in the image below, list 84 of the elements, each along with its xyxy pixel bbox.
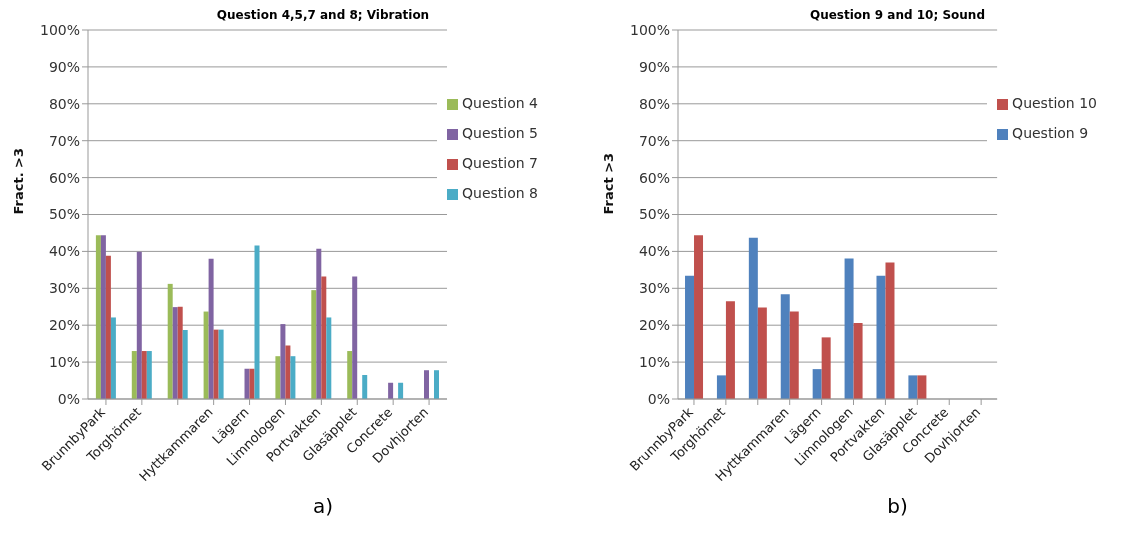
y-tick-label: 90% bbox=[638, 58, 670, 75]
bar bbox=[172, 307, 178, 399]
bar bbox=[177, 306, 183, 399]
bar bbox=[285, 345, 291, 399]
bar bbox=[105, 255, 111, 399]
legend-label: Question 7 bbox=[462, 155, 538, 171]
bar bbox=[326, 317, 332, 399]
bar bbox=[853, 322, 863, 399]
bar bbox=[146, 351, 152, 399]
bar bbox=[95, 235, 101, 399]
bar bbox=[885, 262, 895, 399]
y-tick-label: 60% bbox=[638, 169, 670, 186]
bar bbox=[748, 237, 758, 399]
bar bbox=[131, 351, 137, 399]
y-tick-label: 0% bbox=[647, 390, 670, 407]
y-axis-title: Fract >3 bbox=[600, 152, 616, 215]
bar bbox=[182, 330, 188, 399]
y-tick-label: 10% bbox=[48, 354, 80, 371]
bar bbox=[208, 258, 214, 399]
bar bbox=[316, 248, 322, 399]
y-tick-label: 100% bbox=[39, 21, 80, 38]
y-tick-label: 80% bbox=[48, 95, 80, 112]
bar bbox=[725, 301, 735, 399]
legend-label: Question 4 bbox=[462, 95, 538, 111]
bar bbox=[821, 337, 831, 399]
bar bbox=[218, 329, 224, 399]
bar bbox=[244, 368, 250, 399]
bar bbox=[876, 275, 886, 399]
legend-label: Question 8 bbox=[462, 185, 538, 201]
y-tick-label: 30% bbox=[638, 280, 670, 297]
bar bbox=[685, 275, 695, 399]
text: b) bbox=[886, 494, 909, 518]
bar bbox=[249, 368, 255, 399]
y-tick-label: 20% bbox=[638, 317, 670, 334]
chart-title: Question 9 and 10; Sound bbox=[809, 8, 985, 22]
y-tick-label: 0% bbox=[57, 390, 80, 407]
bar bbox=[908, 375, 918, 399]
bar bbox=[844, 258, 854, 399]
bar bbox=[424, 370, 430, 399]
y-tick-label: 50% bbox=[48, 206, 80, 223]
bar bbox=[141, 351, 147, 399]
y-tick-label: 60% bbox=[48, 169, 80, 186]
bar bbox=[203, 311, 209, 399]
bar bbox=[388, 382, 394, 399]
y-tick-label: 80% bbox=[638, 95, 670, 112]
legend-label: Question 9 bbox=[1012, 125, 1089, 141]
y-tick-label: 70% bbox=[48, 132, 80, 149]
bar bbox=[694, 235, 704, 399]
bar bbox=[917, 375, 927, 399]
bar bbox=[434, 370, 440, 399]
bar bbox=[347, 351, 353, 399]
bar bbox=[167, 283, 173, 399]
y-tick-label: 40% bbox=[638, 243, 670, 260]
y-tick-label: 50% bbox=[638, 206, 670, 223]
bar bbox=[398, 382, 404, 399]
y-tick-label: 100% bbox=[629, 21, 670, 38]
bar bbox=[789, 311, 799, 399]
bar bbox=[321, 276, 327, 399]
y-tick-label: 20% bbox=[48, 317, 80, 334]
bar bbox=[110, 317, 116, 399]
bar bbox=[100, 235, 106, 399]
bar bbox=[275, 356, 281, 399]
bar bbox=[757, 307, 767, 399]
bar bbox=[311, 290, 317, 399]
legend-label: Question 10 bbox=[1012, 95, 1097, 111]
y-tick-label: 70% bbox=[638, 132, 670, 149]
bar bbox=[136, 251, 142, 399]
legend-label: Question 5 bbox=[462, 125, 538, 141]
y-tick-label: 40% bbox=[48, 243, 80, 260]
bar bbox=[352, 276, 358, 399]
bar bbox=[780, 294, 790, 399]
bar bbox=[362, 375, 368, 399]
chart-title: Question 4,5,7 and 8; Vibration bbox=[216, 8, 430, 22]
y-tick-label: 90% bbox=[48, 58, 80, 75]
bar bbox=[812, 369, 822, 399]
text: a) bbox=[311, 494, 335, 518]
bar bbox=[290, 356, 296, 399]
y-tick-label: 30% bbox=[48, 280, 80, 297]
y-tick-label: 10% bbox=[638, 354, 670, 371]
bar bbox=[254, 245, 260, 399]
bar bbox=[280, 324, 286, 399]
bar bbox=[716, 375, 726, 399]
bar bbox=[213, 329, 219, 399]
y-axis-title: Fract. >3 bbox=[10, 147, 26, 215]
